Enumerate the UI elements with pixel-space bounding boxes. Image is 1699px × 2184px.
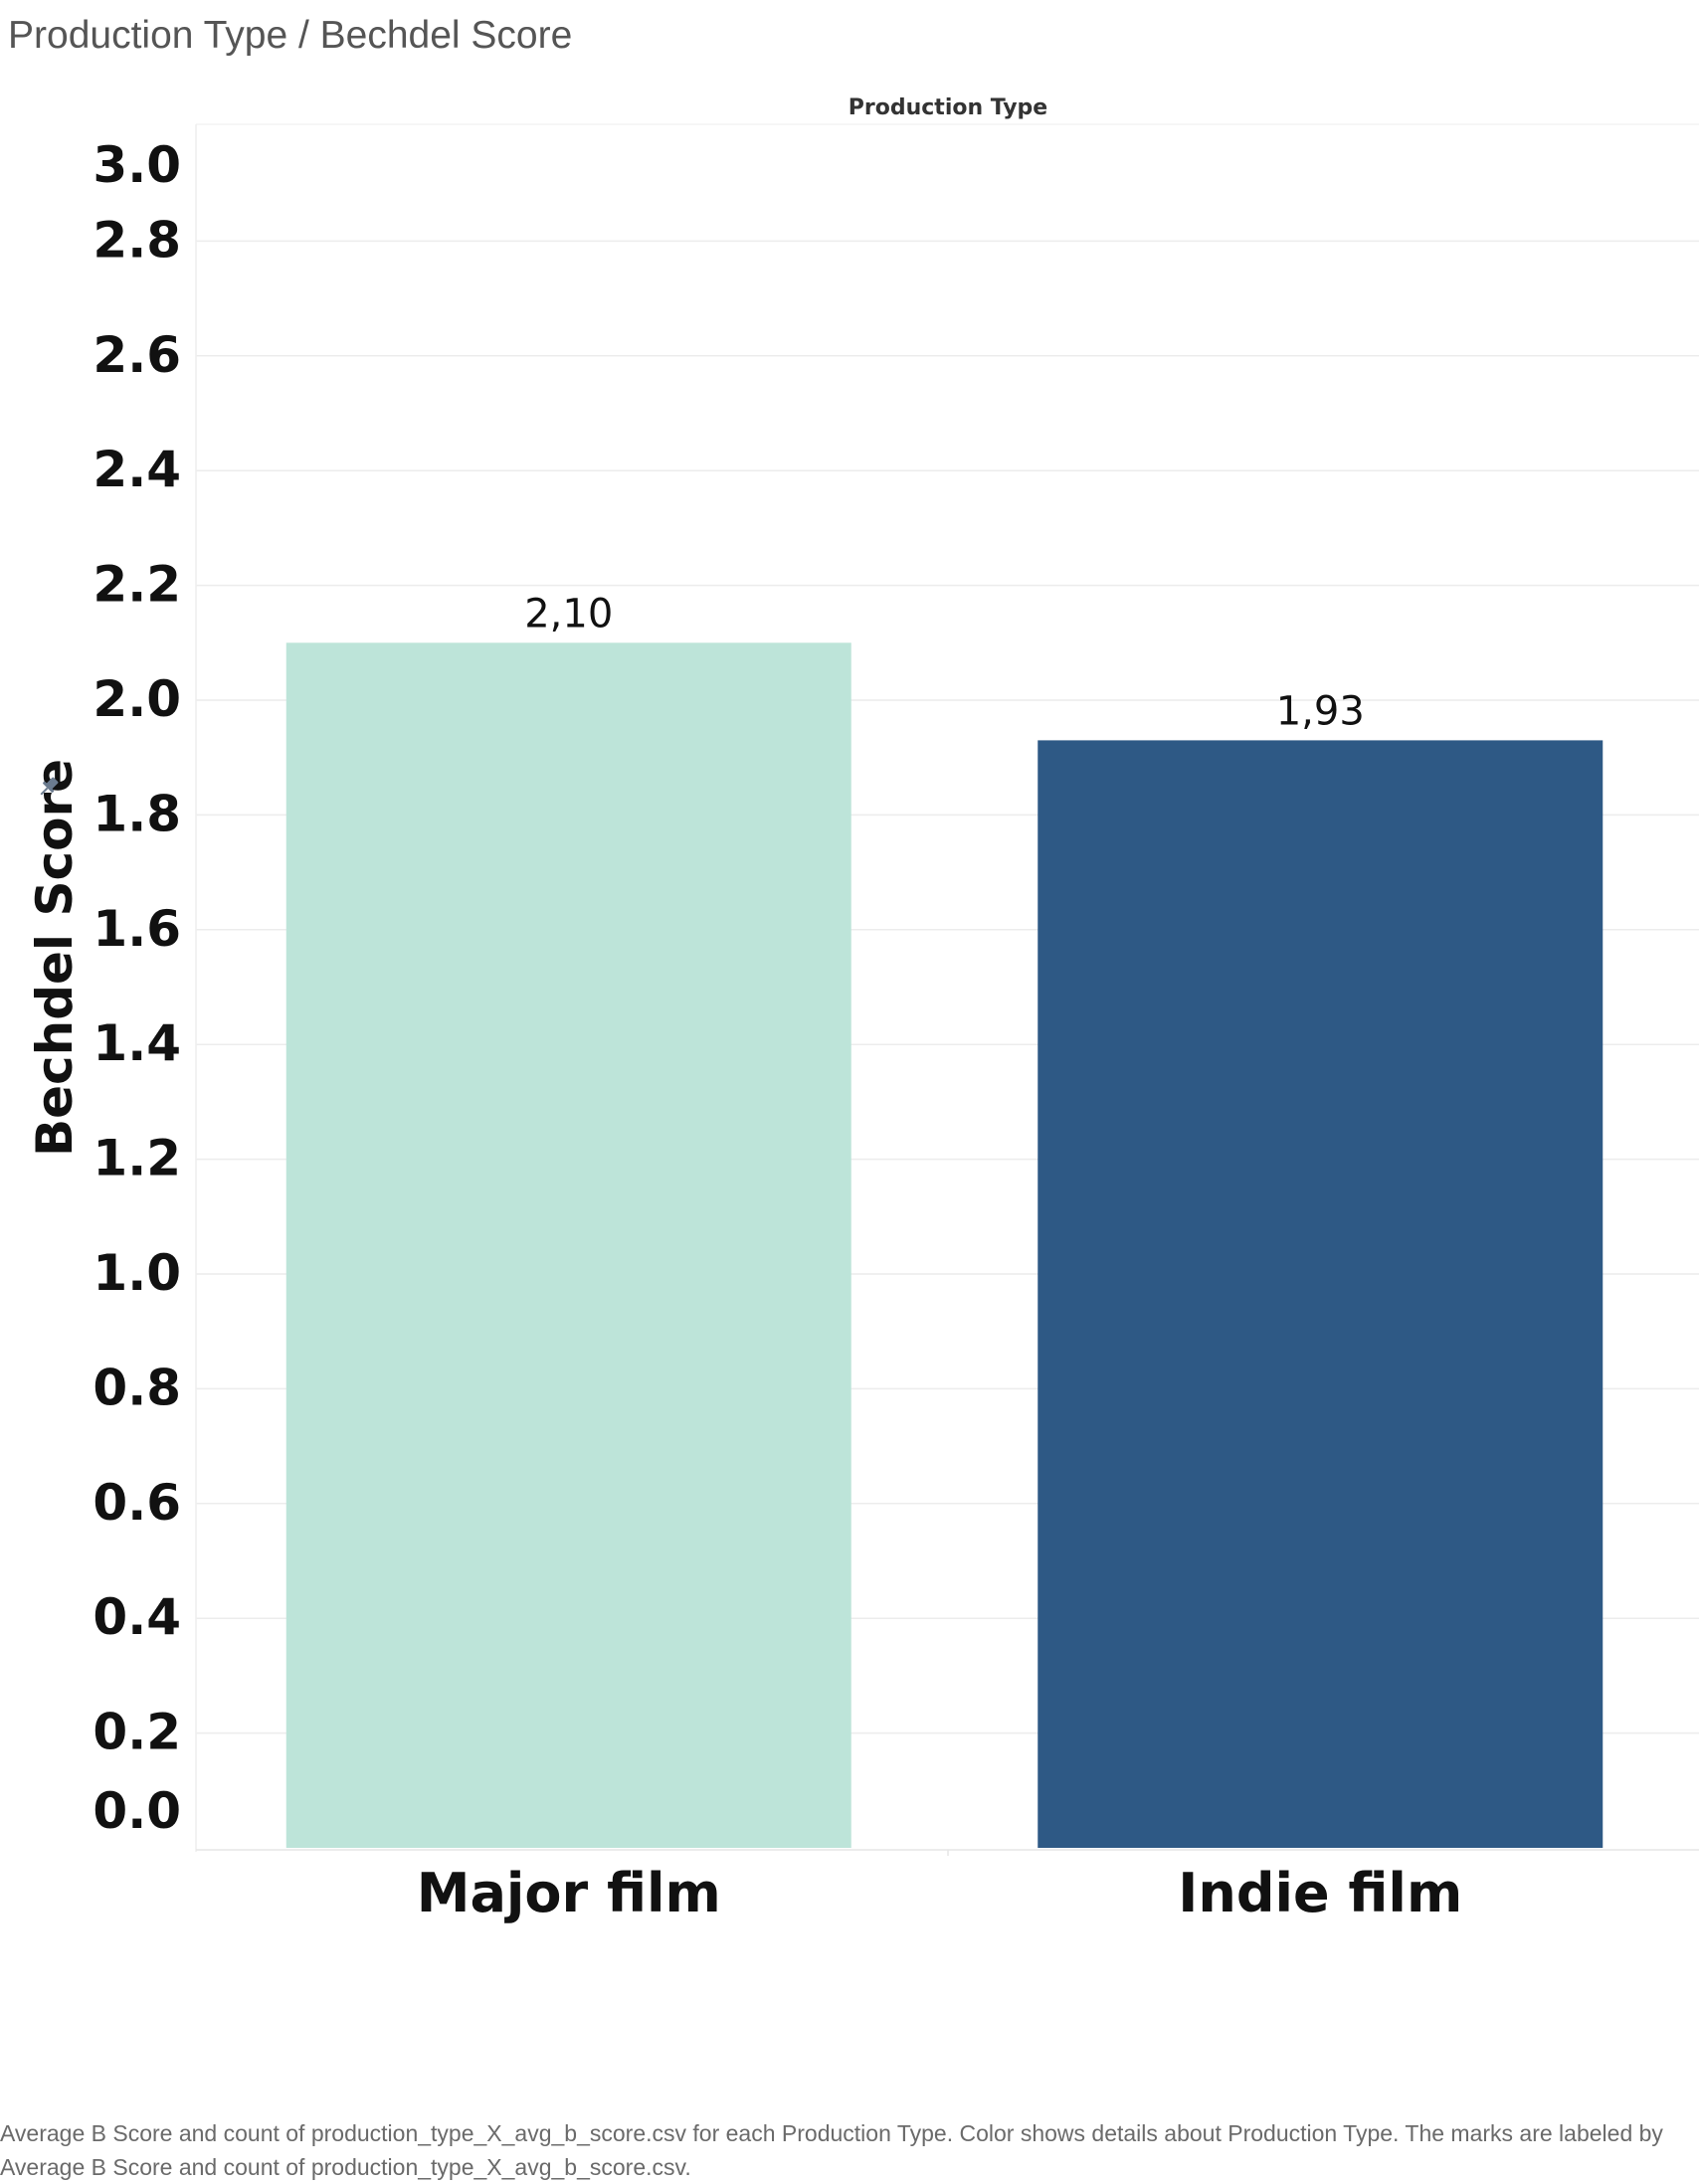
- bar-indie-film: [1038, 740, 1604, 1848]
- y-tick-label: 3.0: [93, 136, 181, 194]
- x-tick-label: Major film: [417, 1862, 721, 1924]
- y-tick-label: 2.2: [93, 556, 181, 614]
- y-tick-label: 0.6: [93, 1474, 181, 1532]
- y-tick-label: 2.0: [93, 670, 181, 728]
- column-header: Production Type: [849, 95, 1047, 120]
- y-tick-label: 0.0: [93, 1782, 181, 1840]
- footnote: Average B Score and count of production_…: [0, 2120, 1663, 2180]
- y-tick-label: 1.2: [93, 1130, 181, 1187]
- pin-icon[interactable]: [36, 774, 62, 800]
- y-tick-label: 0.8: [93, 1359, 181, 1416]
- y-tick-label: 1.6: [93, 900, 181, 958]
- y-tick-label: 1.4: [93, 1014, 181, 1072]
- data-label: 2,10: [524, 591, 613, 637]
- y-tick-label: 1.0: [93, 1244, 181, 1302]
- y-axis-title: Bechdel Score: [26, 759, 84, 1157]
- x-tick-label: Indie film: [1178, 1862, 1462, 1924]
- bar-major-film: [285, 642, 851, 1848]
- y-tick-label: 0.4: [93, 1588, 181, 1646]
- y-tick-label: 2.4: [93, 441, 181, 498]
- y-tick-label: 0.2: [93, 1704, 181, 1761]
- data-label: 1,93: [1276, 688, 1365, 734]
- y-tick-label: 1.8: [93, 785, 181, 842]
- y-tick-label: 2.6: [93, 326, 181, 384]
- y-tick-label: 2.8: [93, 211, 181, 269]
- chart-title: Production Type / Bechdel Score: [8, 14, 573, 57]
